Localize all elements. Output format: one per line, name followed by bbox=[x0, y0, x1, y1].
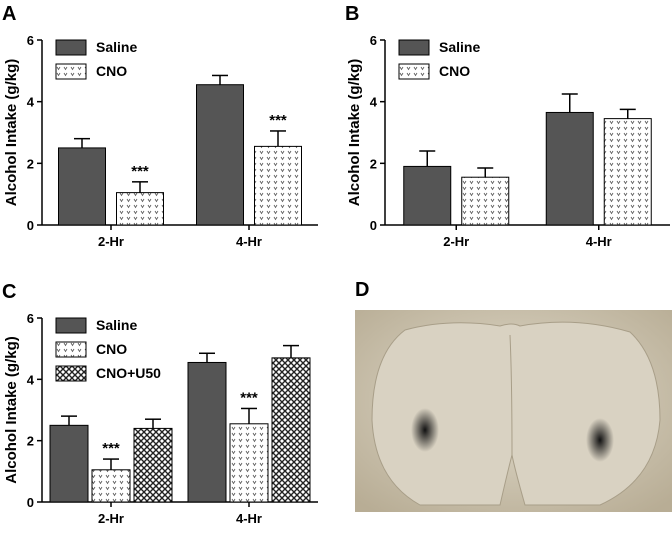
y-tick-label: 0 bbox=[370, 218, 377, 233]
y-tick-label: 4 bbox=[370, 95, 378, 110]
x-tick-label: 2-Hr bbox=[98, 234, 124, 249]
y-tick-label: 0 bbox=[27, 495, 34, 510]
y-axis-label: Alcohol Intake (g/kg) bbox=[3, 336, 20, 484]
panel-label: A bbox=[2, 3, 16, 25]
y-axis-label: Alcohol Intake (g/kg) bbox=[3, 59, 20, 207]
significance: *** bbox=[131, 163, 149, 180]
y-tick-label: 0 bbox=[27, 218, 34, 233]
bar bbox=[603, 118, 652, 226]
x-tick-label: 2-Hr bbox=[98, 511, 124, 526]
y-tick-label: 2 bbox=[27, 156, 34, 171]
legend-label: CNO bbox=[96, 63, 127, 79]
bar bbox=[116, 192, 164, 226]
x-tick-label: 4-Hr bbox=[236, 234, 262, 249]
legend-swatch bbox=[55, 63, 87, 80]
y-tick-label: 2 bbox=[370, 156, 377, 171]
bar bbox=[49, 424, 89, 503]
legend-swatch bbox=[398, 63, 430, 80]
bar bbox=[196, 84, 244, 226]
x-tick-label: 2-Hr bbox=[443, 234, 469, 249]
bar bbox=[91, 469, 131, 503]
legend-label: Saline bbox=[96, 317, 137, 333]
y-tick-label: 2 bbox=[27, 434, 34, 449]
y-tick-label: 6 bbox=[370, 33, 377, 48]
bar bbox=[133, 427, 173, 503]
significance: *** bbox=[102, 440, 120, 457]
legend-label: CNO+U50 bbox=[96, 365, 161, 381]
y-tick-label: 4 bbox=[27, 372, 35, 387]
y-axis-label: Alcohol Intake (g/kg) bbox=[346, 59, 363, 207]
bar bbox=[545, 111, 594, 226]
significance: *** bbox=[240, 389, 258, 406]
bar bbox=[461, 176, 510, 226]
x-tick-label: 4-Hr bbox=[236, 511, 262, 526]
bar bbox=[58, 147, 106, 226]
bar bbox=[229, 423, 269, 503]
legend-swatch bbox=[55, 365, 87, 382]
bar bbox=[403, 165, 452, 226]
legend-swatch bbox=[55, 317, 87, 334]
legend-swatch bbox=[55, 341, 87, 358]
y-tick-label: 4 bbox=[27, 95, 35, 110]
panel-label: B bbox=[345, 3, 359, 25]
y-tick-label: 6 bbox=[27, 33, 34, 48]
x-tick-label: 4-Hr bbox=[586, 234, 612, 249]
significance: *** bbox=[269, 112, 287, 129]
bar bbox=[254, 145, 302, 226]
legend-label: Saline bbox=[439, 39, 480, 55]
legend-swatch bbox=[398, 39, 430, 56]
legend-label: CNO bbox=[96, 341, 127, 357]
legend-label: CNO bbox=[439, 63, 470, 79]
y-tick-label: 6 bbox=[27, 311, 34, 326]
legend-label: Saline bbox=[96, 39, 137, 55]
panel-label: C bbox=[2, 281, 16, 303]
panel-label: D bbox=[355, 279, 369, 301]
legend-swatch bbox=[55, 39, 87, 56]
brain-image bbox=[355, 310, 672, 512]
bar bbox=[187, 361, 227, 503]
bar bbox=[271, 357, 311, 503]
